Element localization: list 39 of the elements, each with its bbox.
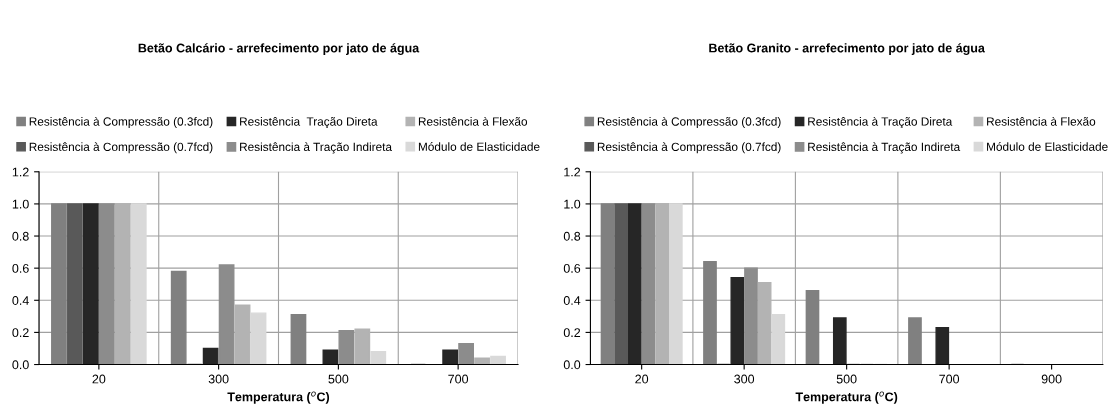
legend-label: Módulo de Elasticidade bbox=[418, 142, 540, 151]
x-tick-label: 700 bbox=[939, 374, 960, 384]
legend-label: Resistência à Flexão bbox=[987, 116, 1096, 126]
x-tick-label: 300 bbox=[734, 374, 755, 384]
x-tick-label: 20 bbox=[635, 374, 649, 384]
legend-label: Resistência à Compressão (0.3fcd) bbox=[29, 116, 213, 129]
y-tick-label: 1.2 bbox=[564, 167, 581, 177]
y-tick-label: 0.8 bbox=[563, 231, 581, 241]
x-axis-title: Temperatura ($^{o}$C) bbox=[227, 391, 330, 404]
y-tick-label: 1.0 bbox=[12, 199, 29, 209]
chart-title: Betão Calcário - arrefecimento por jato de água bbox=[138, 43, 420, 55]
y-tick-label: 0.6 bbox=[563, 263, 581, 273]
legend-label: Resistência à Compressão (0.7fcd) bbox=[29, 142, 213, 154]
y-tick-label: 0.0 bbox=[563, 360, 581, 370]
chart-title: Betão Granito - arrefecimento por jato de água bbox=[709, 43, 985, 55]
legend-label: Resistência à Tração Indireta bbox=[240, 142, 393, 154]
y-tick-label: 0.2 bbox=[563, 328, 581, 338]
x-tick-label: 500 bbox=[836, 374, 857, 384]
y-tick-label: 0.0 bbox=[12, 360, 29, 370]
y-tick-label: 0.4 bbox=[12, 296, 29, 305]
x-tick-label: 300 bbox=[208, 374, 229, 384]
legend-label: Resistência à Compressão (0.7fcd) bbox=[597, 142, 781, 154]
x-tick-label: 700 bbox=[448, 374, 469, 384]
x-tick-label: 900 bbox=[1041, 374, 1062, 384]
legend-label: Resistência à Compressão (0.3fcd) bbox=[597, 116, 781, 129]
x-tick-label: 20 bbox=[92, 374, 106, 384]
y-tick-label: 0.2 bbox=[12, 328, 29, 338]
legend-label: Resistência à Flexão bbox=[418, 116, 528, 126]
legend-label: Resistência Tração Direta bbox=[240, 117, 378, 129]
y-tick-label: 0.8 bbox=[12, 231, 29, 241]
y-tick-label: 1.0 bbox=[564, 199, 581, 209]
x-axis-title: Temperatura ($^{o}$C) bbox=[795, 391, 898, 404]
legend-label: Resistência à Tração Indireta bbox=[808, 142, 961, 154]
legend-label: Módulo de Elasticidade bbox=[987, 142, 1108, 151]
y-tick-label: 1.2 bbox=[12, 167, 29, 177]
y-tick-label: 0.6 bbox=[12, 263, 29, 273]
legend-label: Resistência à Tração Direta bbox=[808, 116, 953, 129]
x-tick-label: 500 bbox=[328, 374, 349, 384]
y-tick-label: 0.4 bbox=[563, 296, 581, 305]
